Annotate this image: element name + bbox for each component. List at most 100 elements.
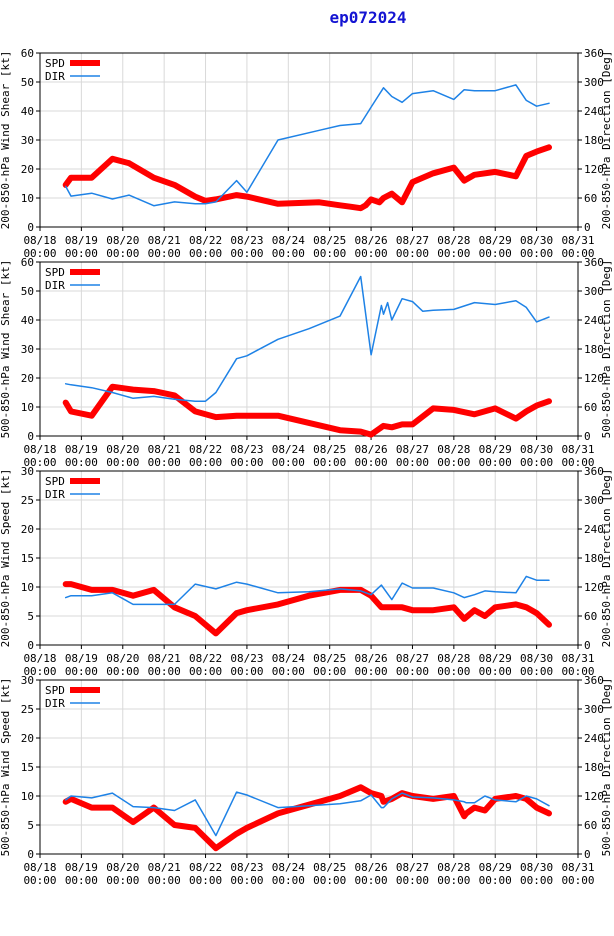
page-title: ep072024 — [329, 8, 407, 27]
y2-tick-label: 120 — [584, 163, 604, 176]
x-tick-label: 08/18 — [23, 652, 56, 665]
y2-tick-label: 300 — [584, 494, 604, 507]
series-line-dir — [64, 791, 550, 837]
x-tick-label: 08/27 — [396, 652, 429, 665]
x-tick-label: 08/27 — [396, 234, 429, 247]
x-tick-sublabel: 00:00 — [561, 665, 594, 678]
x-tick-sublabel: 00:00 — [479, 874, 512, 887]
x-tick-sublabel: 00:00 — [313, 247, 346, 260]
x-tick-sublabel: 00:00 — [189, 665, 222, 678]
y-tick-label: 20 — [21, 163, 34, 176]
y-tick-label: 10 — [21, 581, 34, 594]
x-tick-sublabel: 00:00 — [23, 665, 56, 678]
y2-tick-label: 300 — [584, 285, 604, 298]
x-tick-sublabel: 00:00 — [230, 665, 263, 678]
x-tick-sublabel: 00:00 — [148, 874, 181, 887]
y2-tick-label: 240 — [584, 105, 604, 118]
y2-tick-label: 60 — [584, 819, 597, 832]
legend-label-dir: DIR — [45, 279, 65, 292]
panel-2: 010203040506006012018024030036008/1800:0… — [0, 256, 613, 469]
x-tick-label: 08/31 — [561, 234, 594, 247]
y-tick-label: 10 — [21, 192, 34, 205]
y2-tick-label: 0 — [584, 639, 591, 652]
series-line-dir — [64, 275, 550, 402]
x-tick-sublabel: 00:00 — [148, 456, 181, 469]
x-tick-sublabel: 00:00 — [561, 456, 594, 469]
x-tick-label: 08/20 — [106, 861, 139, 874]
y-tick-label: 5 — [27, 610, 34, 623]
y2-tick-label: 0 — [584, 430, 591, 443]
x-tick-label: 08/25 — [313, 234, 346, 247]
y-axis-title: 500-850-hPa Wind Speed [kt] — [0, 678, 12, 857]
x-tick-sublabel: 00:00 — [396, 247, 429, 260]
y-tick-label: 15 — [21, 552, 34, 565]
x-tick-sublabel: 00:00 — [23, 874, 56, 887]
x-tick-sublabel: 00:00 — [479, 247, 512, 260]
x-tick-label: 08/24 — [272, 443, 305, 456]
x-tick-sublabel: 00:00 — [396, 874, 429, 887]
y2-tick-label: 360 — [584, 465, 604, 478]
x-tick-sublabel: 00:00 — [106, 874, 139, 887]
x-tick-sublabel: 00:00 — [396, 665, 429, 678]
y-tick-label: 60 — [21, 256, 34, 269]
y-tick-label: 40 — [21, 105, 34, 118]
x-tick-sublabel: 00:00 — [106, 456, 139, 469]
y2-axis-title: 500-850-hPa Direction [Deg] — [600, 678, 613, 857]
x-tick-sublabel: 00:00 — [189, 247, 222, 260]
legend-label-dir: DIR — [45, 697, 65, 710]
x-tick-label: 08/24 — [272, 234, 305, 247]
x-tick-sublabel: 00:00 — [355, 456, 388, 469]
y-tick-label: 5 — [27, 819, 34, 832]
x-tick-label: 08/29 — [479, 234, 512, 247]
x-tick-sublabel: 00:00 — [520, 456, 553, 469]
legend-label-dir: DIR — [45, 488, 65, 501]
x-tick-label: 08/26 — [355, 443, 388, 456]
x-tick-sublabel: 00:00 — [230, 874, 263, 887]
legend-label-spd: SPD — [45, 266, 65, 279]
x-tick-label: 08/25 — [313, 861, 346, 874]
x-tick-label: 08/22 — [189, 234, 222, 247]
x-tick-sublabel: 00:00 — [355, 247, 388, 260]
y2-tick-label: 120 — [584, 372, 604, 385]
y2-tick-label: 360 — [584, 47, 604, 60]
y2-axis-title: 500-850-hPa Direction [Deg] — [600, 260, 613, 439]
x-tick-label: 08/28 — [437, 861, 470, 874]
x-tick-label: 08/24 — [272, 861, 305, 874]
y-tick-label: 30 — [21, 343, 34, 356]
x-tick-sublabel: 00:00 — [520, 665, 553, 678]
x-tick-label: 08/18 — [23, 861, 56, 874]
x-tick-label: 08/18 — [23, 234, 56, 247]
x-tick-label: 08/28 — [437, 443, 470, 456]
y-tick-label: 10 — [21, 790, 34, 803]
series-line-spd — [62, 144, 552, 212]
y-tick-label: 15 — [21, 761, 34, 774]
y2-tick-label: 60 — [584, 192, 597, 205]
x-tick-label: 08/30 — [520, 861, 553, 874]
x-tick-sublabel: 00:00 — [148, 247, 181, 260]
y-tick-label: 25 — [21, 494, 34, 507]
x-tick-label: 08/19 — [65, 443, 98, 456]
x-tick-label: 08/23 — [230, 234, 263, 247]
y-tick-label: 20 — [21, 523, 34, 536]
x-tick-label: 08/27 — [396, 861, 429, 874]
y-tick-label: 20 — [21, 732, 34, 745]
x-tick-sublabel: 00:00 — [106, 665, 139, 678]
y2-tick-label: 360 — [584, 256, 604, 269]
x-tick-label: 08/20 — [106, 652, 139, 665]
y2-tick-label: 240 — [584, 523, 604, 536]
y-axis-title: 200-850-hPa Wind Speed [kt] — [0, 469, 12, 648]
x-tick-sublabel: 00:00 — [272, 456, 305, 469]
x-tick-sublabel: 00:00 — [313, 456, 346, 469]
legend-label-spd: SPD — [45, 684, 65, 697]
x-tick-label: 08/29 — [479, 652, 512, 665]
legend-label-dir: DIR — [45, 70, 65, 83]
y-axis-title: 500-850-hPa Wind Shear [kt] — [0, 260, 12, 439]
x-tick-label: 08/25 — [313, 443, 346, 456]
x-tick-label: 08/27 — [396, 443, 429, 456]
x-tick-label: 08/21 — [148, 652, 181, 665]
